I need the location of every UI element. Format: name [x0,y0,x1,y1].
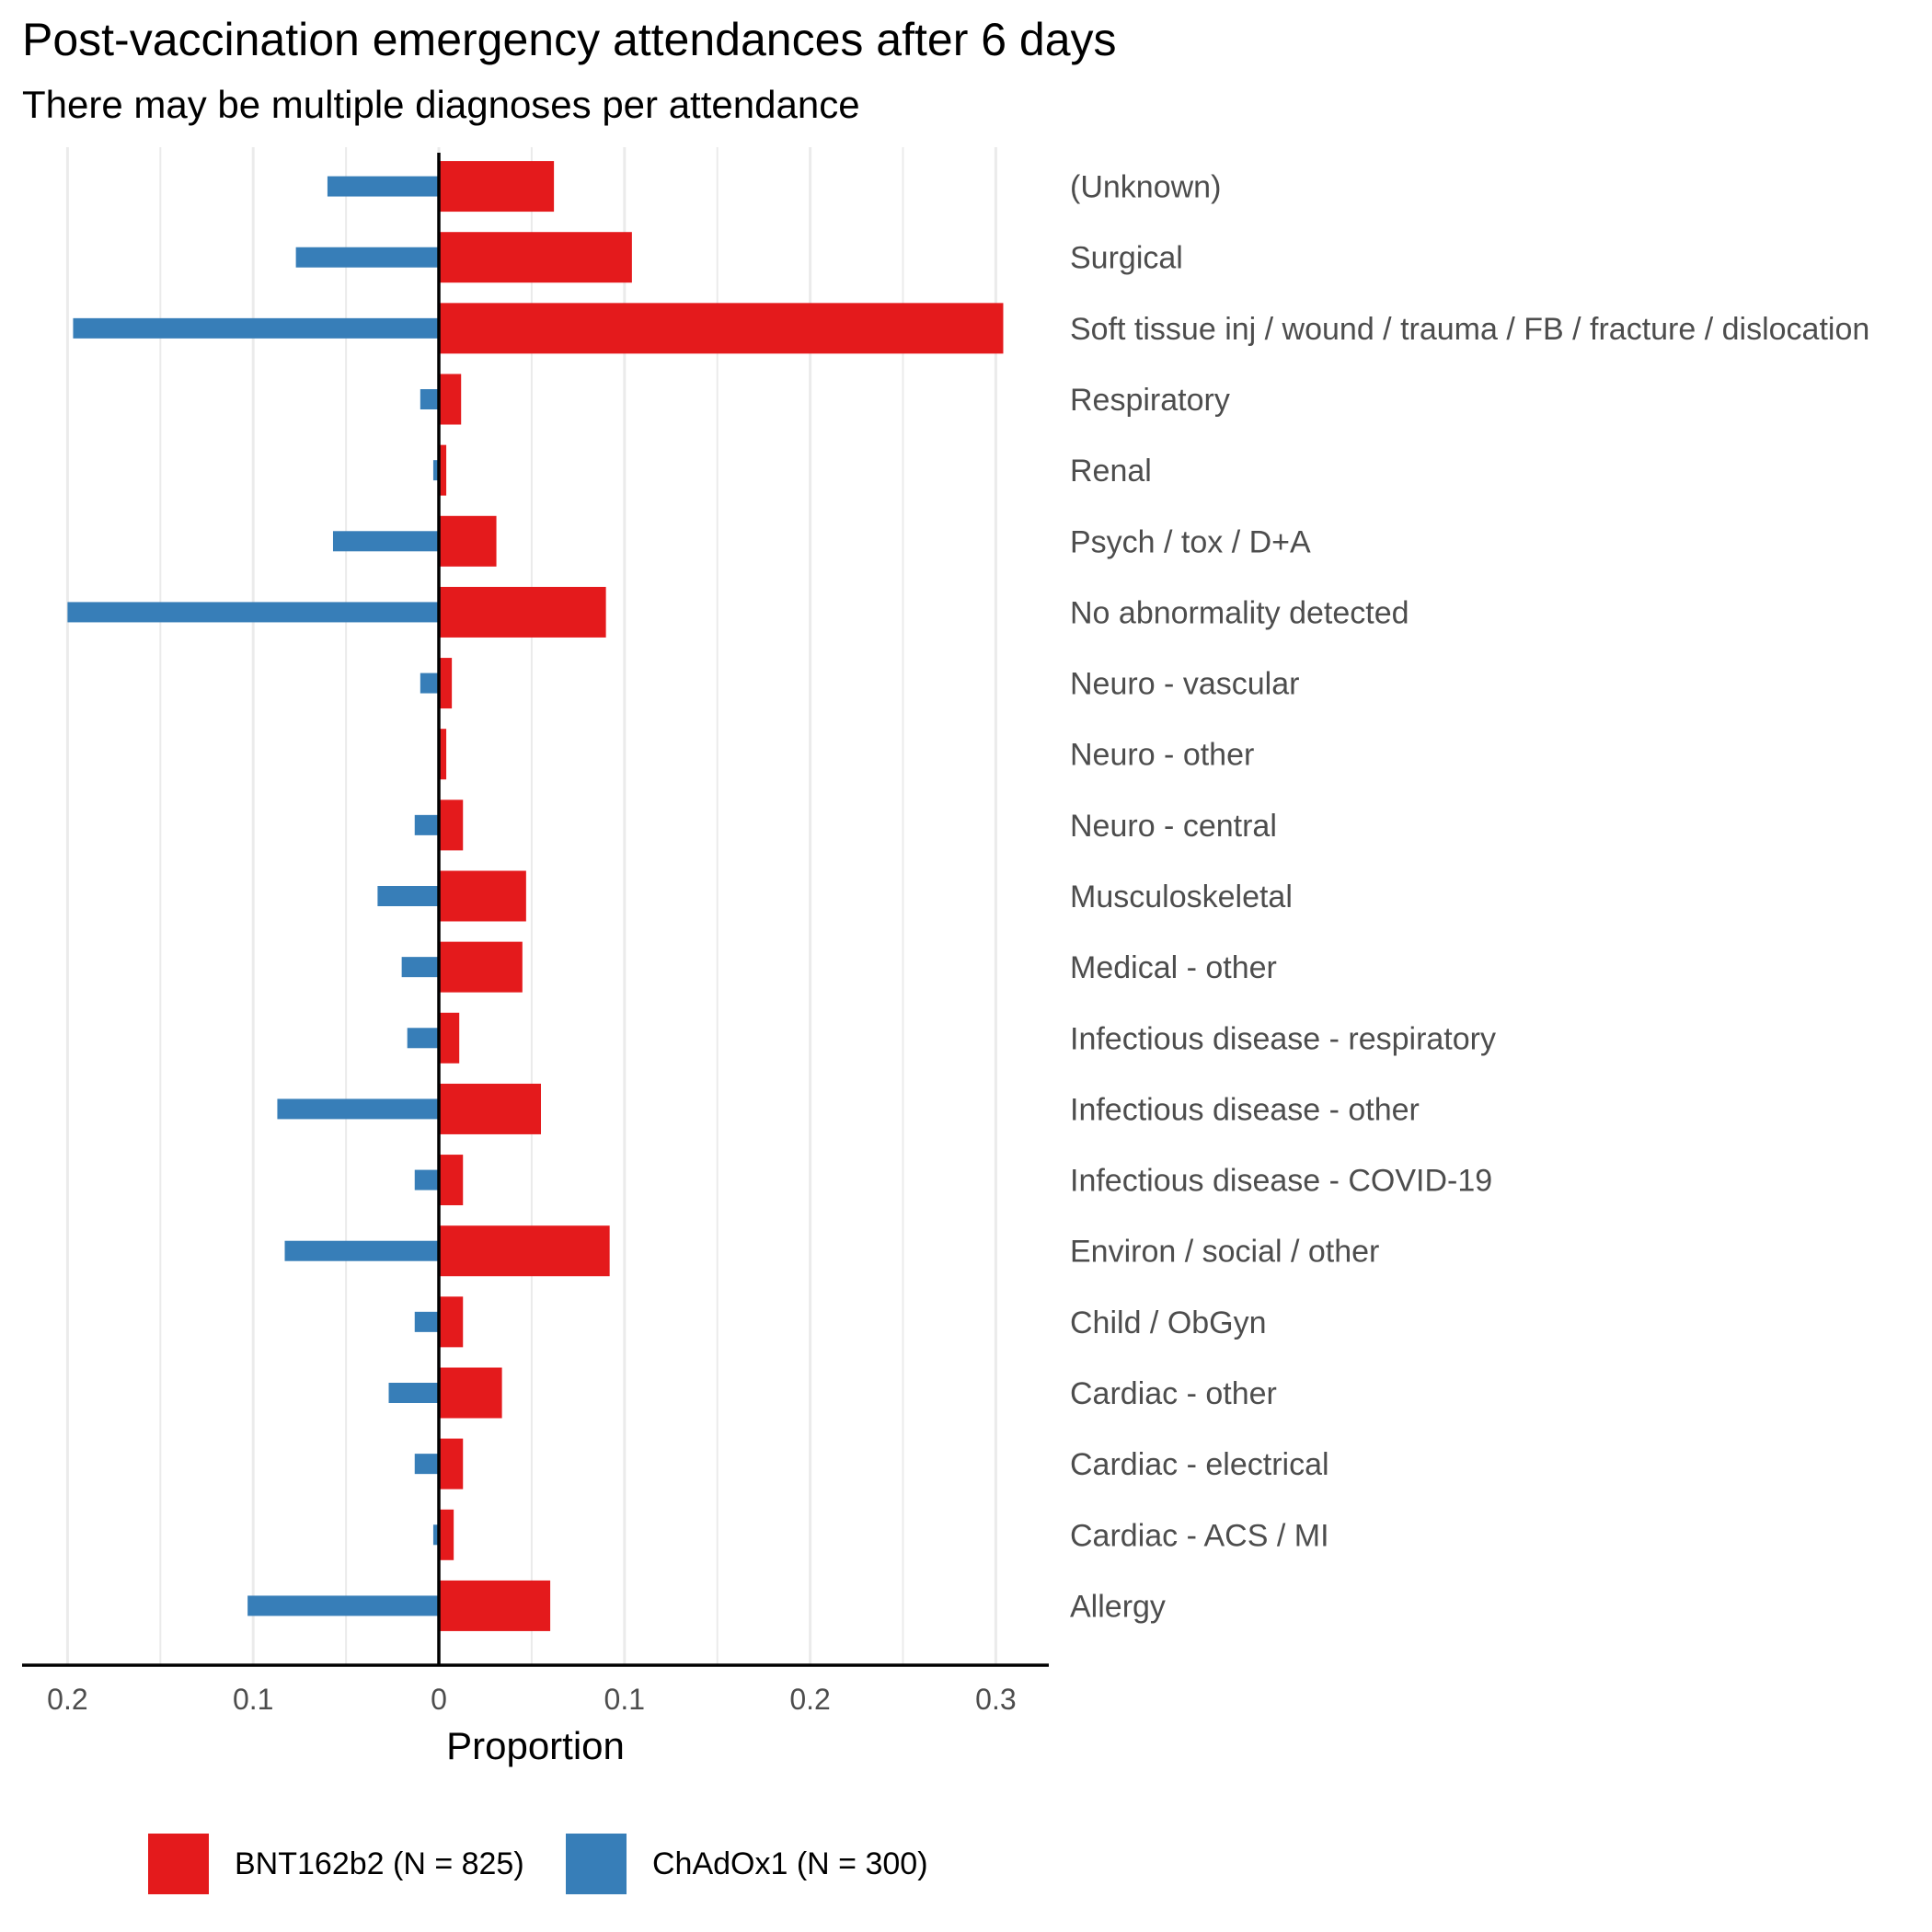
bar-chadox1 [277,1098,439,1120]
bar-bnt162b2 [439,1225,610,1277]
bar-bnt162b2 [439,729,447,780]
x-tick-label: 0 [431,1683,447,1716]
bar-bnt162b2 [439,799,464,851]
bar-bnt162b2 [439,444,447,496]
bar-bnt162b2 [439,1012,460,1064]
x-tick-labels: 0.2 0.1 0 0.1 0.2 0.3 [47,1683,1016,1716]
category-label: Musculoskeletal [1070,880,1293,914]
bar-chadox1 [420,389,439,409]
bar-bnt162b2 [439,586,606,638]
bar-bnt162b2 [439,941,523,993]
category-label: Allergy [1070,1589,1166,1624]
legend-item-chadox1: ChAdOx1 (N = 300) [566,1834,928,1894]
category-label: Infectious disease - COVID-19 [1070,1164,1492,1199]
category-label: Environ / social / other [1070,1235,1379,1270]
bar-chadox1 [414,1311,439,1332]
bar-bnt162b2 [439,232,632,283]
bar-bnt162b2 [439,1155,464,1206]
bar-chadox1 [67,602,440,623]
bar-bnt162b2 [439,303,1004,354]
bar-bnt162b2 [439,658,453,709]
legend: BNT162b2 (N = 825) [148,1834,524,1894]
bar-chadox1 [295,247,439,268]
bar-bnt162b2 [439,374,462,425]
bar-chadox1 [414,1169,439,1190]
category-label: Surgical [1070,241,1183,276]
bar-bnt162b2 [439,870,526,922]
bar-chadox1 [432,460,439,481]
bar-chadox1 [414,814,439,835]
bar-chadox1 [377,886,439,906]
legend-swatch-bnt162b2 [148,1834,209,1894]
category-label: Soft tissue inj / wound / trauma / FB / … [1070,312,1869,347]
bar-bnt162b2 [439,1083,541,1134]
category-label: Respiratory [1070,383,1230,418]
category-label: Infectious disease - other [1070,1092,1420,1127]
bar-chadox1 [332,531,439,552]
bar-chadox1 [247,1595,439,1616]
category-label: Neuro - other [1070,738,1254,773]
legend-label-chadox1: ChAdOx1 (N = 300) [652,1846,928,1881]
bar-chadox1 [414,1454,439,1475]
bar-bnt162b2 [439,515,497,567]
category-label: No abnormality detected [1070,595,1409,630]
bar-chadox1 [407,1028,439,1049]
bar-bnt162b2 [439,161,555,213]
gridlines [65,147,997,1665]
x-tick-label: 0.2 [789,1683,830,1716]
bar-chadox1 [401,957,439,978]
x-tick-label: 0.2 [47,1683,87,1716]
category-label: Infectious disease - respiratory [1070,1021,1496,1056]
bar-chadox1 [432,1524,439,1546]
bar-chadox1 [420,673,439,694]
category-label: (Unknown) [1070,170,1221,205]
bar-bnt162b2 [439,1509,454,1560]
x-tick-label: 0.3 [975,1683,1016,1716]
legend-label-bnt162b2: BNT162b2 (N = 825) [235,1846,524,1881]
bar-chadox1 [284,1240,439,1261]
bar-bnt162b2 [439,1580,551,1631]
chart-title: Post-vaccination emergency attendances a… [22,14,1117,65]
category-label: Child / ObGyn [1070,1305,1267,1340]
x-tick-label: 0.1 [604,1683,645,1716]
x-tick-label: 0.1 [233,1683,273,1716]
category-label: Cardiac - electrical [1070,1447,1329,1482]
legend-swatch-chadox1 [566,1834,627,1894]
x-axis-title: Proportion [446,1724,625,1767]
category-label: Cardiac - other [1070,1376,1277,1411]
chart-subtitle: There may be multiple diagnoses per atte… [22,83,860,126]
bar-chadox1 [388,1383,439,1403]
category-label: Renal [1070,454,1152,489]
category-label: Neuro - central [1070,809,1277,844]
category-label: Cardiac - ACS / MI [1070,1518,1329,1553]
category-label: Neuro - vascular [1070,667,1299,702]
bar-bnt162b2 [439,1367,502,1419]
bar-chadox1 [73,317,439,339]
bar-bnt162b2 [439,1296,464,1348]
category-label: Psych / tox / D+A [1070,524,1311,559]
category-label: Medical - other [1070,950,1277,985]
bar-bnt162b2 [439,1438,464,1489]
bar-chadox1 [327,176,439,197]
category-labels: (Unknown) Surgical Soft tissue inj / wound… [1070,170,1869,1625]
bars [67,161,1004,1631]
